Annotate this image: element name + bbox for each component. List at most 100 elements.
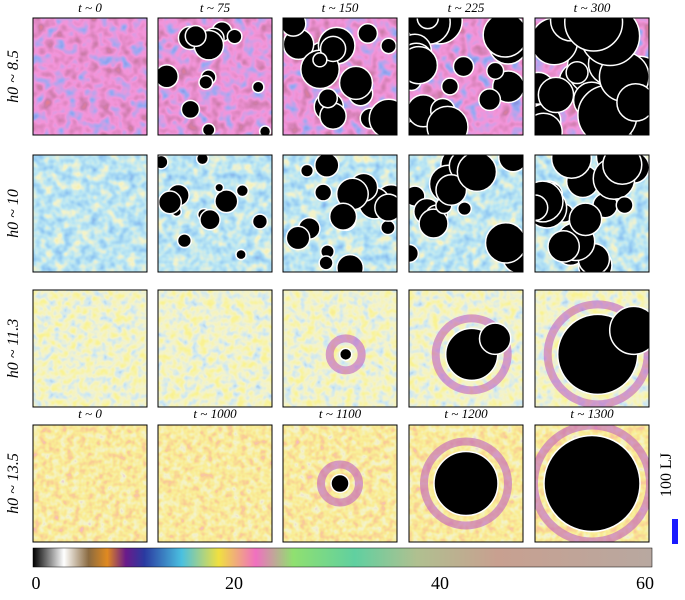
column-label: t ~ 1300 <box>570 406 614 421</box>
panel <box>535 290 649 407</box>
hole <box>214 182 225 193</box>
rim <box>431 314 512 395</box>
hole <box>314 155 340 178</box>
hole <box>338 347 353 362</box>
panel <box>33 155 147 272</box>
colorbar-tick: 20 <box>225 573 243 593</box>
column-label: t ~ 150 <box>322 0 359 15</box>
column-label: t ~ 0 <box>78 0 102 15</box>
hole <box>409 45 439 85</box>
panel-frame <box>32 424 148 543</box>
panel-frame <box>282 424 398 543</box>
row-label: h0 ~ 13.5 <box>5 453 22 514</box>
hole <box>299 163 315 178</box>
column-label: t ~ 0 <box>78 406 102 421</box>
panel-frame <box>534 17 650 136</box>
hole <box>535 112 563 135</box>
panel <box>409 290 523 407</box>
hole <box>312 52 328 68</box>
panel-frame <box>408 424 524 543</box>
column-label: t ~ 225 <box>448 0 485 15</box>
hole <box>380 37 397 55</box>
panel <box>33 425 147 542</box>
panel-frame <box>534 424 650 543</box>
hole <box>482 18 523 58</box>
hole <box>198 74 214 90</box>
panel-texture <box>33 155 147 272</box>
hole <box>336 253 365 272</box>
hole <box>486 61 505 80</box>
hole <box>537 76 575 114</box>
column-label: t ~ 1200 <box>444 406 488 421</box>
panel <box>535 18 649 135</box>
panel <box>409 18 523 135</box>
hole <box>158 190 183 215</box>
hole <box>158 64 179 89</box>
panel-frame <box>534 154 650 273</box>
hole <box>568 202 603 237</box>
hole <box>195 155 210 166</box>
panel <box>33 18 147 135</box>
panel-texture <box>33 425 147 542</box>
hole <box>214 189 239 214</box>
panel-texture <box>158 425 272 542</box>
hole <box>452 55 475 78</box>
hole <box>564 18 624 52</box>
hole <box>338 65 374 101</box>
hole <box>328 202 358 231</box>
hole <box>374 193 397 222</box>
rim <box>420 437 512 530</box>
column-label: t ~ 1000 <box>193 406 237 421</box>
hole <box>608 305 649 356</box>
scale-bar <box>672 519 678 544</box>
rim <box>317 460 363 507</box>
hole <box>317 88 339 109</box>
hole <box>330 473 350 494</box>
panel-frame <box>157 424 273 543</box>
row-label: h0 ~ 8.5 <box>5 50 22 103</box>
hole <box>616 83 649 122</box>
hole <box>368 98 397 135</box>
column-label: t ~ 75 <box>200 0 231 15</box>
panel-frame <box>408 17 524 136</box>
hole <box>314 183 333 202</box>
hole <box>433 450 499 517</box>
hole <box>426 105 469 135</box>
panel <box>535 425 649 542</box>
panel <box>283 155 397 272</box>
panel-frame <box>157 289 273 408</box>
panel-frame <box>32 17 148 136</box>
colorbar-tick: 40 <box>431 573 449 593</box>
hole <box>565 60 589 85</box>
hole <box>201 122 216 135</box>
hole <box>251 80 265 94</box>
hole <box>180 99 201 120</box>
hole <box>285 225 311 251</box>
hole <box>235 248 247 261</box>
hole <box>283 18 307 37</box>
hole <box>318 255 334 271</box>
panel-texture <box>158 290 272 407</box>
panel-texture <box>33 18 147 135</box>
panel <box>409 155 523 272</box>
hole <box>380 219 396 236</box>
hole <box>357 22 379 44</box>
hole <box>457 201 473 217</box>
panels <box>32 17 650 543</box>
scale-bar-label: 100 LJ <box>658 453 675 497</box>
panel <box>158 425 272 542</box>
rim <box>543 300 649 407</box>
hole <box>319 35 347 63</box>
hole <box>258 125 272 135</box>
hole <box>456 155 498 193</box>
panel-frame <box>282 289 398 408</box>
hole <box>491 70 523 104</box>
hole <box>235 184 250 198</box>
row-label: h0 ~ 10 <box>5 189 22 238</box>
hole <box>615 196 634 215</box>
panel <box>283 18 397 135</box>
colorbar <box>32 547 653 568</box>
hole <box>176 233 193 249</box>
panel <box>158 290 272 407</box>
hole <box>158 155 169 170</box>
